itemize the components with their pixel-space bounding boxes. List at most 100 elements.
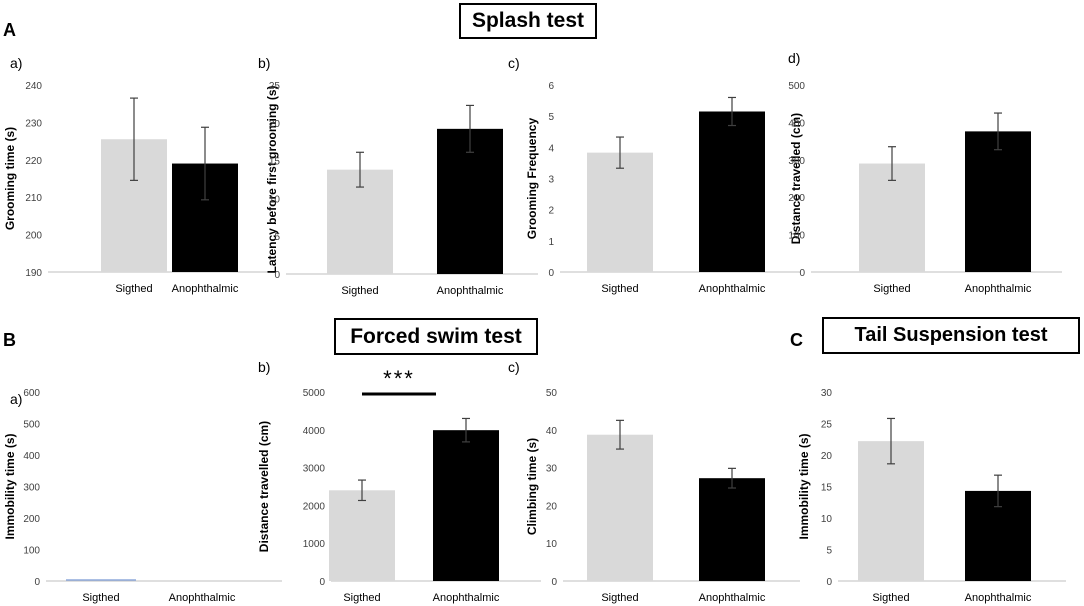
bar-sighted: [858, 441, 924, 581]
x-category-label: Anophthalmic: [172, 283, 239, 295]
tail-suspension-test-title: Tail Suspension test: [822, 317, 1080, 354]
y-tick-label: 500: [788, 81, 805, 92]
y-tick-label: 0: [274, 270, 280, 281]
x-category-label: Anophthalmic: [437, 285, 504, 297]
y-tick-label: 100: [23, 546, 40, 557]
bar-anophthalmic: [699, 478, 765, 581]
y-axis-label: Latency before first grooming (s): [265, 85, 279, 273]
x-category-label: Sigthed: [872, 592, 909, 604]
x-category-label: Anophthalmic: [965, 592, 1032, 604]
y-tick-label: 200: [23, 514, 40, 525]
y-tick-label: 3: [548, 175, 554, 186]
y-tick-label: 10: [269, 194, 281, 205]
x-category-label: Anophthalmic: [965, 283, 1032, 295]
section-letter-c: C: [790, 330, 803, 350]
y-tick-label: 20: [269, 119, 281, 130]
y-tick-label: 1: [548, 237, 554, 248]
x-category-label: Anophthalmic: [433, 592, 500, 604]
y-tick-label: 220: [25, 156, 42, 167]
panel-label: d): [788, 50, 800, 66]
y-tick-label: 5: [274, 232, 280, 243]
y-tick-label: 40: [546, 426, 558, 437]
y-tick-label: 5: [826, 546, 832, 557]
panel-label: c): [508, 359, 520, 375]
y-tick-label: 230: [25, 118, 42, 129]
y-tick-label: 1000: [303, 539, 326, 550]
x-category-label: Sigthed: [115, 283, 152, 295]
x-category-label: Sigthed: [343, 592, 380, 604]
bar-sighted: [587, 434, 653, 581]
y-tick-label: 25: [821, 420, 833, 431]
y-tick-label: 4000: [303, 426, 326, 437]
significance-stars: ***: [383, 366, 415, 391]
forced-swim-test-title: Forced swim test: [334, 318, 538, 355]
y-tick-label: 15: [269, 157, 281, 168]
y-tick-label: 30: [821, 388, 833, 399]
panel-label: a): [10, 391, 22, 407]
panel-label: b): [258, 55, 270, 71]
section-letter-a: A: [3, 20, 16, 40]
y-tick-label: 25: [269, 81, 281, 92]
y-tick-label: 50: [546, 388, 558, 399]
y-tick-label: 2000: [303, 501, 326, 512]
y-tick-label: 6: [548, 81, 554, 92]
y-tick-label: 190: [25, 268, 42, 279]
panel-label: c): [508, 55, 520, 71]
y-axis-label: Distance travelled (cm): [789, 113, 803, 244]
y-tick-label: 3000: [303, 464, 326, 475]
y-tick-label: 200: [25, 231, 42, 242]
bar-anophthalmic: [433, 430, 499, 581]
y-axis-label: Distance travelled (cm): [257, 421, 271, 552]
bar-anophthalmic: [699, 111, 765, 272]
bar-sighted: [587, 152, 653, 272]
y-tick-label: 500: [23, 420, 40, 431]
y-tick-label: 0: [34, 577, 40, 588]
y-axis-label: Immobility time (s): [797, 433, 811, 539]
y-tick-label: 600: [23, 388, 40, 399]
y-tick-label: 200: [788, 193, 805, 204]
y-axis-label: Grooming time (s): [3, 127, 17, 230]
y-tick-label: 0: [319, 577, 325, 588]
y-tick-label: 5: [548, 112, 554, 123]
y-tick-label: 400: [788, 118, 805, 129]
y-tick-label: 10: [546, 539, 558, 550]
y-tick-label: 0: [826, 577, 832, 588]
y-tick-label: 400: [23, 451, 40, 462]
bar-sighted: [329, 490, 395, 581]
bar-anophthalmic: [965, 131, 1031, 272]
x-category-label: Anophthalmic: [699, 283, 766, 295]
x-category-label: Sigthed: [873, 283, 910, 295]
y-tick-label: 0: [548, 268, 554, 279]
y-tick-label: 300: [788, 156, 805, 167]
y-tick-label: 2: [548, 206, 554, 217]
section-letter-b: B: [3, 330, 16, 350]
x-category-label: Anophthalmic: [699, 592, 766, 604]
bar-anophthalmic: [437, 128, 503, 274]
y-tick-label: 300: [23, 483, 40, 494]
x-category-label: Sigthed: [601, 283, 638, 295]
y-tick-label: 15: [821, 483, 833, 494]
x-category-label: Sigthed: [601, 592, 638, 604]
y-tick-label: 5000: [303, 388, 326, 399]
y-tick-label: 4: [548, 143, 554, 154]
panel-label: b): [258, 359, 270, 375]
y-tick-label: 100: [788, 231, 805, 242]
y-tick-label: 0: [551, 577, 557, 588]
y-axis-label: Climbing time (s): [525, 438, 539, 535]
y-axis-label: Immobility time (s): [3, 433, 17, 539]
splash-test-title: Splash test: [459, 3, 597, 39]
x-category-label: Anophthalmic: [169, 592, 236, 604]
y-tick-label: 10: [821, 514, 833, 525]
y-tick-label: 240: [25, 81, 42, 92]
y-tick-label: 210: [25, 193, 42, 204]
y-axis-label: Grooming Frequency: [525, 118, 539, 240]
y-tick-label: 30: [546, 464, 558, 475]
x-category-label: Sigthed: [82, 592, 119, 604]
y-tick-label: 20: [821, 451, 833, 462]
bar-sighted: [859, 163, 925, 272]
x-category-label: Sigthed: [341, 285, 378, 297]
panel-label: a): [10, 55, 22, 71]
y-tick-label: 20: [546, 501, 558, 512]
y-tick-label: 0: [799, 268, 805, 279]
